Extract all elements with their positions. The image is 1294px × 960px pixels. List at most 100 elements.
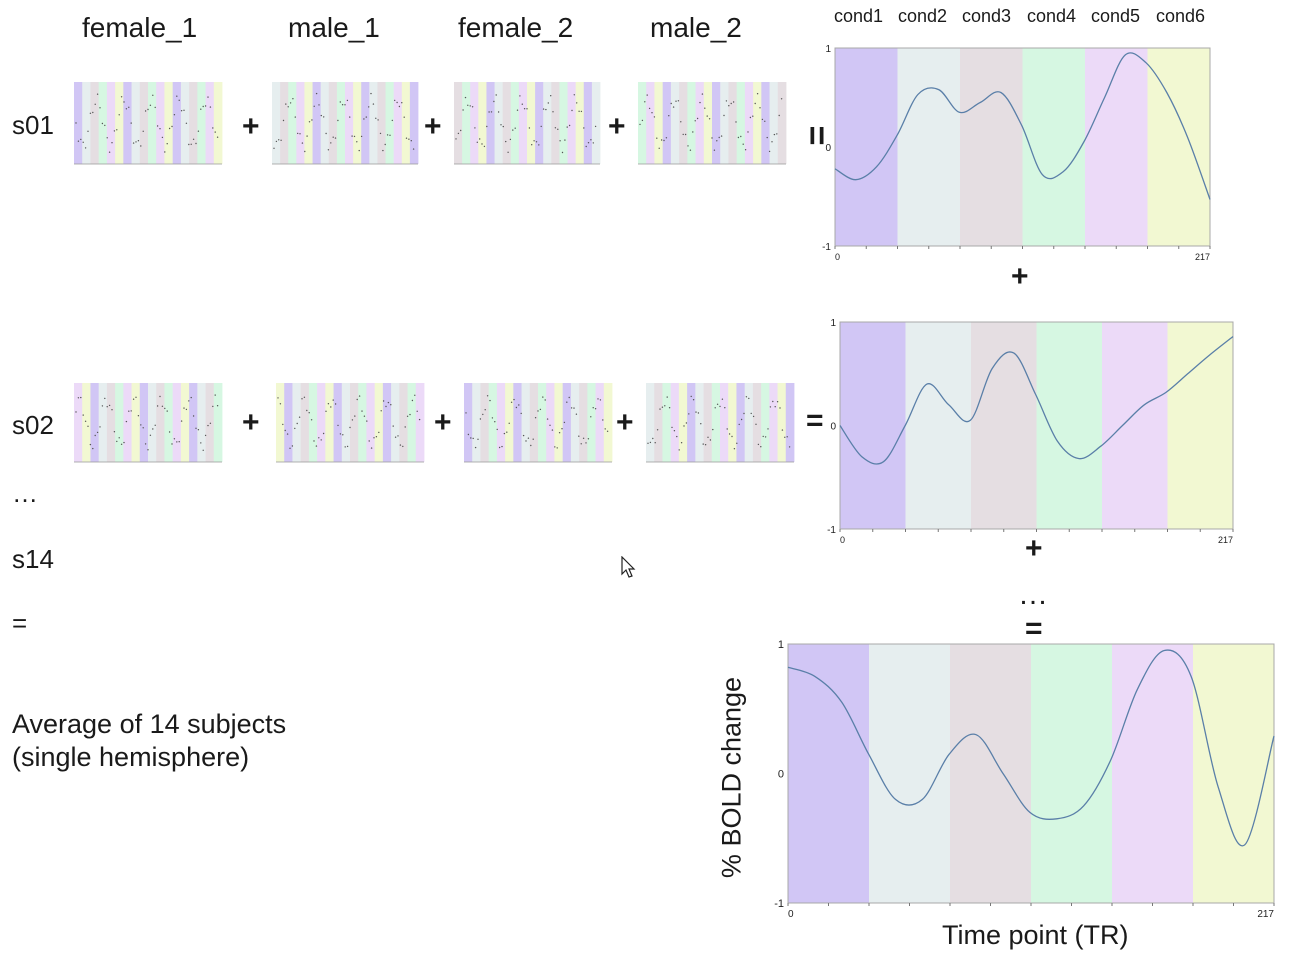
thumb-sample-point — [491, 111, 492, 112]
thumb-sample-point — [731, 103, 732, 104]
thumb-sample-point — [102, 123, 103, 124]
thumb-sample-point — [95, 435, 96, 436]
thumb-sample-point — [147, 109, 148, 110]
thumb-band — [292, 383, 301, 462]
thumb-sample-point — [309, 412, 310, 413]
y-axis-label: % BOLD change — [717, 598, 748, 958]
thumb-sample-point — [207, 96, 208, 97]
thumb-sample-point — [455, 138, 456, 139]
thumb-sample-point — [138, 140, 139, 141]
condition-band-4 — [1037, 322, 1103, 529]
thumb-sample-point — [486, 126, 487, 127]
thumb-sample-point — [140, 424, 141, 425]
thumb-sample-point — [503, 126, 504, 127]
thumb-s01-female-1 — [72, 82, 224, 170]
thumb-sample-point — [489, 400, 490, 401]
thumb-sample-point — [586, 146, 587, 147]
thumb-sample-point — [328, 149, 329, 150]
thumb-band — [361, 82, 370, 164]
average-caption-line-2: (single hemisphere) — [12, 741, 286, 774]
thumb-sample-point — [373, 103, 374, 104]
thumb-sample-point — [99, 426, 100, 427]
thumb-sample-point — [656, 138, 657, 139]
thumb-sample-point — [370, 93, 371, 94]
thumb-sample-point — [588, 438, 589, 439]
thumb-band — [410, 82, 419, 164]
thumb-band — [511, 82, 520, 164]
thumb-sample-point — [167, 143, 168, 144]
thumb-sample-point — [545, 399, 546, 400]
thumb-sample-point — [302, 142, 303, 143]
thumb-band — [132, 383, 141, 462]
thumb-sample-point — [707, 115, 708, 116]
thumb-band — [495, 82, 504, 164]
thumb-sample-point — [784, 437, 785, 438]
thumb-sample-point — [714, 150, 715, 151]
thumb-sample-point — [510, 139, 511, 140]
thumb-sample-point — [152, 95, 153, 96]
thumb-sample-point — [321, 439, 322, 440]
thumb-sample-point — [195, 428, 196, 429]
thumb-sample-point — [776, 133, 777, 134]
thumb-band — [745, 383, 754, 462]
thumb-band — [309, 383, 318, 462]
thumb-sample-point — [188, 144, 189, 145]
thumb-sample-point — [698, 412, 699, 413]
thumb-band — [148, 383, 157, 462]
thumb-sample-point — [318, 104, 319, 105]
condition-band-5 — [1085, 48, 1148, 246]
thumb-sample-point — [135, 141, 136, 142]
thumb-sample-point — [703, 443, 704, 444]
thumb-sample-point — [686, 422, 687, 423]
thumb-band — [728, 383, 737, 462]
thumb-sample-point — [276, 141, 277, 142]
thumb-sample-point — [396, 102, 397, 103]
thumb-sample-point — [475, 447, 476, 448]
thumb-sample-point — [767, 428, 768, 429]
thumb-band — [470, 82, 479, 164]
y-tick-label: -1 — [774, 898, 784, 910]
thumb-band — [769, 383, 778, 462]
condition-band-2 — [898, 48, 961, 246]
thumb-sample-point — [525, 440, 526, 441]
thumb-sample-point — [179, 100, 180, 101]
thumb-sample-point — [349, 116, 350, 117]
thumb-sample-point — [511, 402, 512, 403]
thumb-sample-point — [644, 101, 645, 102]
thumb-sample-point — [651, 112, 652, 113]
thumb-sample-point — [537, 410, 538, 411]
thumb-sample-point — [316, 445, 317, 446]
thumb-sample-point — [195, 143, 196, 144]
thumb-sample-point — [496, 94, 497, 95]
thumb-sample-point — [121, 96, 122, 97]
thumb-band — [369, 82, 378, 164]
thumb-sample-point — [467, 105, 468, 106]
thumb-sample-point — [540, 409, 541, 410]
thumb-sample-point — [518, 404, 519, 405]
thumb-sample-point — [715, 407, 716, 408]
thumb-sample-point — [131, 410, 132, 411]
condition-band-5 — [1102, 322, 1168, 529]
thumb-band — [671, 383, 680, 462]
thumb-sample-point — [140, 145, 141, 146]
thumb-sample-point — [664, 405, 665, 406]
thumb-sample-point — [743, 413, 744, 414]
thumb-sample-point — [693, 399, 694, 400]
thumb-sample-point — [406, 138, 407, 139]
thumb-sample-point — [123, 442, 124, 443]
x-tick-label: 217 — [1195, 252, 1210, 262]
thumb-sample-point — [215, 131, 216, 132]
thumb-band — [761, 383, 770, 462]
thumb-sample-point — [590, 139, 591, 140]
cond-label-3: cond3 — [962, 6, 1011, 27]
thumb-sample-point — [203, 450, 204, 451]
thumb-sample-point — [203, 106, 204, 107]
thumb-band — [712, 383, 721, 462]
thumb-band — [284, 383, 293, 462]
thumb-sample-point — [373, 437, 374, 438]
condition-band-6 — [1168, 322, 1234, 529]
thumb-sample-point — [377, 119, 378, 120]
thumb-sample-point — [512, 129, 513, 130]
thumb-s02-female-2 — [462, 383, 614, 468]
thumb-sample-point — [282, 424, 283, 425]
